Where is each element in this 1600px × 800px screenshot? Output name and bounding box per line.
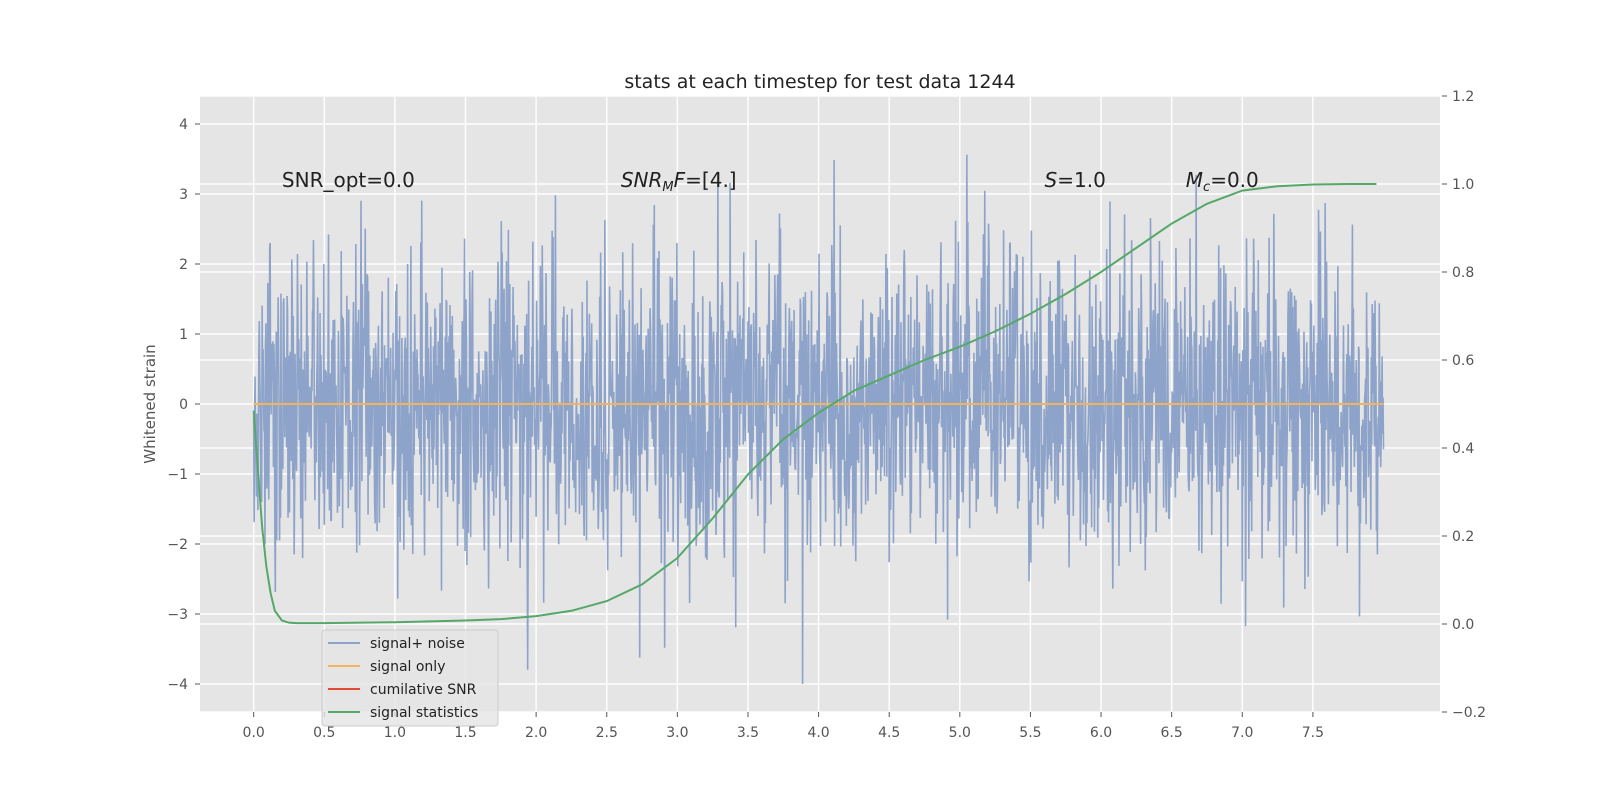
y-right-tick-label: 0.4: [1452, 441, 1474, 457]
x-tick-label: 5.5: [1019, 725, 1041, 741]
ticks: 0.0 0.5 1.0 1.5 2.0 2.5 3.0 3.5 4.0 4.5 5.0 5.5 6.0 6…: [167, 89, 1486, 741]
y-tick-label: 4: [179, 117, 188, 133]
y-axis-label: Whitened strain: [141, 344, 159, 463]
y-tick-label: 1: [179, 327, 188, 343]
y-tick-label: −4: [167, 677, 188, 693]
y-right-tick-label: 1.2: [1452, 89, 1474, 105]
y-right-tick-label: 0.2: [1452, 529, 1474, 545]
x-tick-label: 4.0: [807, 725, 829, 741]
y-tick-label: −3: [167, 607, 188, 623]
series-line-signal-statistics: [252, 183, 1377, 625]
x-tick-label: 0.0: [243, 725, 265, 741]
legend-label: signal only: [370, 659, 445, 675]
x-tick-label: 4.5: [878, 725, 900, 741]
x-tick-label: 1.5: [454, 725, 476, 741]
y-tick-label: 2: [179, 257, 188, 273]
y-right-tick-label: 1.0: [1452, 177, 1474, 193]
annotation: S=1.0: [1045, 168, 1106, 192]
line-series: [252, 183, 1384, 625]
x-tick-label: 0.5: [313, 725, 335, 741]
legend-label: signal+ noise: [370, 636, 465, 652]
annotation: SNRMF=[4.]: [621, 168, 737, 195]
x-tick-label: 5.0: [949, 725, 971, 741]
annotations: SNR_opt=0.0 SNRMF=[4.] S=1.0 Mc=0.0: [282, 168, 1259, 195]
x-tick-label: 2.5: [596, 725, 618, 741]
legend-box: [321, 629, 499, 727]
x-tick-label: 6.0: [1090, 725, 1112, 741]
x-tick-label: 7.5: [1302, 725, 1324, 741]
x-tick-label: 3.0: [666, 725, 688, 741]
annotation: Mc=0.0: [1186, 168, 1259, 195]
x-tick-label: 6.5: [1161, 725, 1183, 741]
y-right-tick-label: 0.6: [1452, 353, 1474, 369]
y-tick-label: −2: [167, 537, 188, 553]
y-right-tick-label: −0.2: [1452, 705, 1486, 721]
x-tick-label: 2.0: [525, 725, 547, 741]
signal-noise-series: [252, 154, 1385, 685]
legend-label: signal statistics: [370, 705, 478, 721]
annotation: SNR_opt=0.0: [282, 168, 415, 192]
x-tick-label: 7.0: [1231, 725, 1253, 741]
y-tick-label: 3: [179, 187, 188, 203]
y-right-tick-label: 0.0: [1452, 617, 1474, 633]
x-tick-label: 1.0: [384, 725, 406, 741]
series-line-signal-noise: [252, 154, 1385, 685]
y-right-tick-label: 0.8: [1452, 265, 1474, 281]
chart-title: stats at each timestep for test data 124…: [624, 71, 1015, 93]
legend-label: cumilative SNR: [370, 682, 477, 698]
y-tick-label: 0: [179, 397, 188, 413]
legend: signal+ noise signal only cumilative SNR si…: [321, 629, 499, 727]
y-tick-label: −1: [167, 467, 188, 483]
x-tick-label: 3.5: [737, 725, 759, 741]
